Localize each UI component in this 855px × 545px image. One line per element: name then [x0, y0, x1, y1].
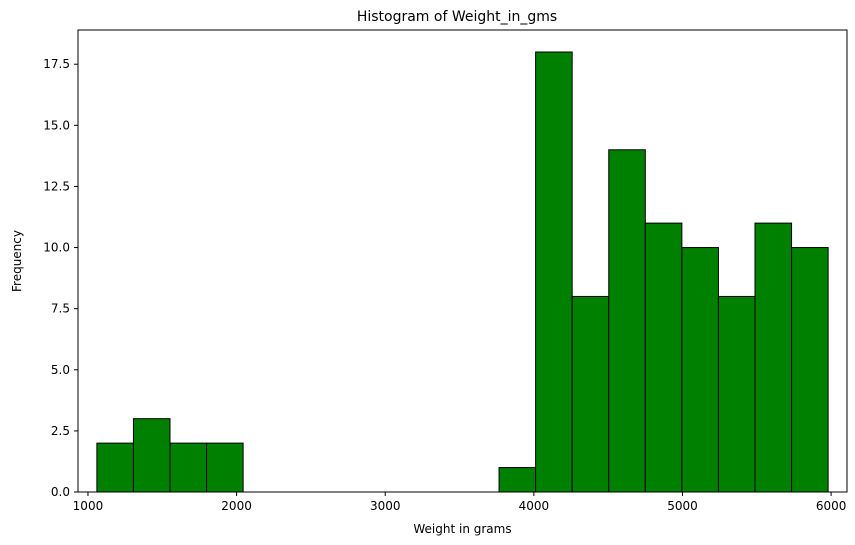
histogram-bar	[754, 222, 793, 493]
histogram-bar	[535, 51, 573, 493]
y-tick-label: 2.5	[51, 424, 70, 438]
y-axis-ticks: 0.0 2.5 5.0 7.5 10.0 12.5 15.0 17.5	[43, 57, 78, 499]
histogram-bar	[717, 295, 756, 493]
y-tick-label: 7.5	[51, 302, 70, 316]
x-axis-ticks: 1000 2000 3000 4000 5000 6000	[73, 492, 847, 513]
y-tick-label: 10.0	[43, 241, 70, 255]
y-axis-title: Frequency	[10, 230, 24, 292]
histogram-bar	[498, 467, 537, 493]
y-tick-label: 5.0	[51, 363, 70, 377]
y-tick-label: 12.5	[43, 179, 70, 193]
histogram-bar	[608, 149, 646, 493]
x-tick-label: 3000	[370, 499, 401, 513]
histogram-bar	[169, 442, 208, 493]
histogram-bar	[681, 247, 719, 493]
y-tick-label: 17.5	[43, 57, 70, 71]
y-tick-label: 15.0	[43, 118, 70, 132]
x-tick-label: 1000	[73, 499, 104, 513]
histogram-bar	[571, 295, 610, 493]
bars-group	[96, 51, 829, 493]
chart-title: Histogram of Weight_in_gms	[357, 9, 557, 25]
histogram-bar	[132, 418, 171, 493]
x-tick-label: 6000	[816, 499, 847, 513]
histogram-bar	[791, 247, 829, 493]
x-tick-label: 5000	[667, 499, 698, 513]
x-tick-label: 2000	[221, 499, 252, 513]
x-axis-title: Weight in grams	[413, 522, 511, 536]
plot-frame	[77, 29, 848, 493]
y-tick-label: 0.0	[51, 485, 70, 499]
histogram-bar	[644, 222, 683, 493]
histogram-bar	[96, 442, 134, 493]
histogram-bar	[206, 442, 244, 493]
x-tick-label: 4000	[519, 499, 550, 513]
